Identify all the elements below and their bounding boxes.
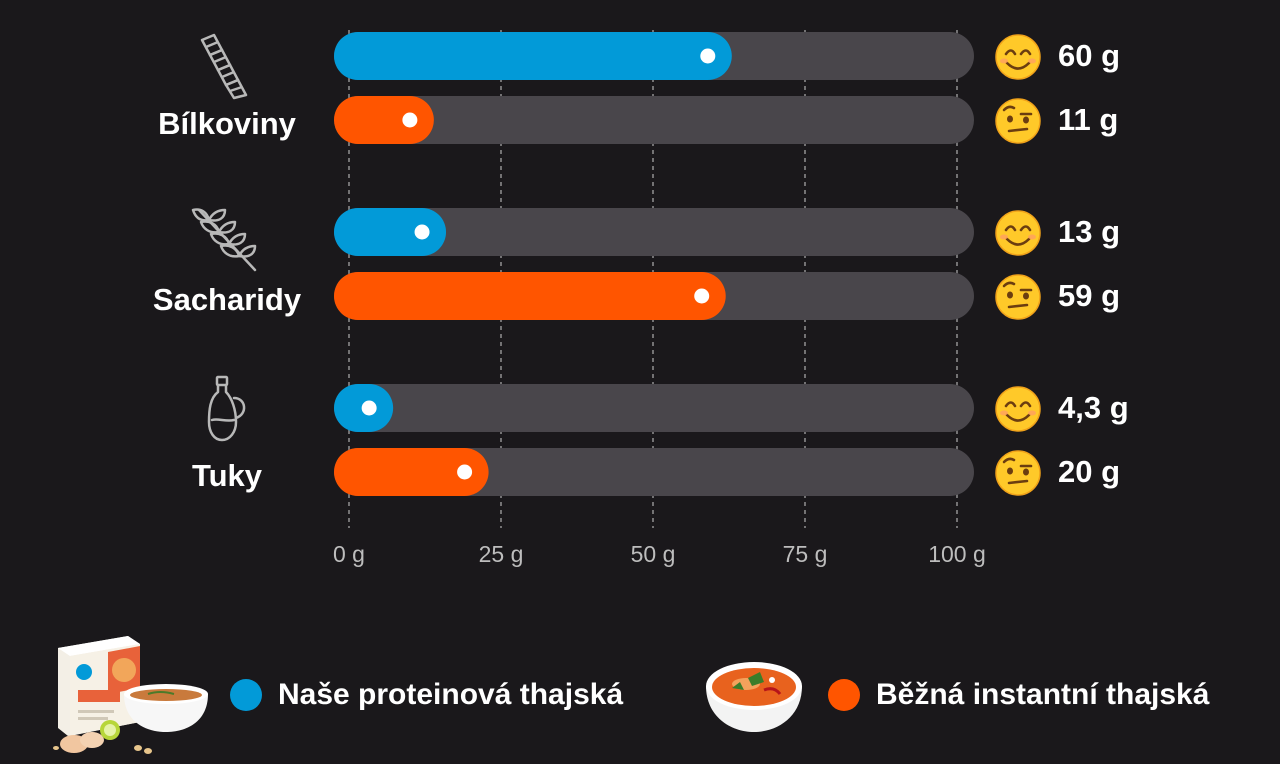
value-label-carbs-ours: 13 g xyxy=(1058,214,1121,249)
value-label-protein-ours: 60 g xyxy=(1058,38,1121,73)
bar-carbs-ours xyxy=(334,208,447,256)
bar-knob-protein-regular xyxy=(402,112,418,128)
bar-carbs-regular xyxy=(334,272,726,320)
x-tick-label: 100 g xyxy=(928,541,986,567)
value-label-fats-ours: 4,3 g xyxy=(1058,390,1129,425)
x-tick-label: 25 g xyxy=(479,541,524,567)
value-label-protein-regular: 11 g xyxy=(1058,102,1119,137)
legend-label-ours: Naše proteinová thajská xyxy=(278,678,624,711)
x-tick-label: 0 g xyxy=(333,541,365,567)
bar-track-carbs-ours xyxy=(334,208,974,256)
raised-eyebrow-face-emoji-carbs xyxy=(995,274,1041,320)
bar-knob-carbs-ours xyxy=(414,224,430,240)
raised-eyebrow-face-emoji-fats xyxy=(995,450,1041,496)
category-label-fats: Tuky xyxy=(191,458,263,493)
x-tick-label: 75 g xyxy=(783,541,828,567)
legend-dot-regular xyxy=(828,679,860,711)
bar-knob-protein-ours xyxy=(700,48,716,64)
bar-protein-regular xyxy=(334,96,434,144)
bar-knob-carbs-regular xyxy=(694,288,710,304)
legend-label-regular: Běžná instantní thajská xyxy=(876,678,1210,711)
legend-item-regular: Běžná instantní thajská xyxy=(828,678,1209,712)
value-label-carbs-regular: 59 g xyxy=(1058,278,1121,313)
smiling-face-emoji-protein xyxy=(995,34,1041,80)
smiling-face-emoji-fats xyxy=(995,386,1041,432)
instant-soup-bowl-image xyxy=(706,662,802,732)
oil-bottle-icon xyxy=(207,375,246,442)
bar-knob-fats-ours xyxy=(361,400,377,416)
value-label-fats-regular: 20 g xyxy=(1058,454,1121,489)
bar-protein-ours xyxy=(334,32,732,80)
legend-item-ours: Naše proteinová thajská xyxy=(230,678,623,712)
bar-knob-fats-regular xyxy=(457,464,473,480)
x-tick-label: 50 g xyxy=(631,541,676,567)
protein-soup-package-image xyxy=(53,636,208,754)
bar-track-fats-regular xyxy=(334,448,974,496)
wheat-icon xyxy=(191,208,257,272)
bar-fats-regular xyxy=(334,448,489,496)
category-label-carbs: Sacharidy xyxy=(152,282,302,317)
pasta-icon xyxy=(200,33,248,100)
category-label-protein: Bílkoviny xyxy=(158,106,296,141)
bar-track-protein-regular xyxy=(334,96,974,144)
smiling-face-emoji-carbs xyxy=(995,210,1041,256)
raised-eyebrow-face-emoji-protein xyxy=(995,98,1041,144)
bar-track-fats-ours xyxy=(334,384,974,432)
legend-dot-ours xyxy=(230,679,262,711)
